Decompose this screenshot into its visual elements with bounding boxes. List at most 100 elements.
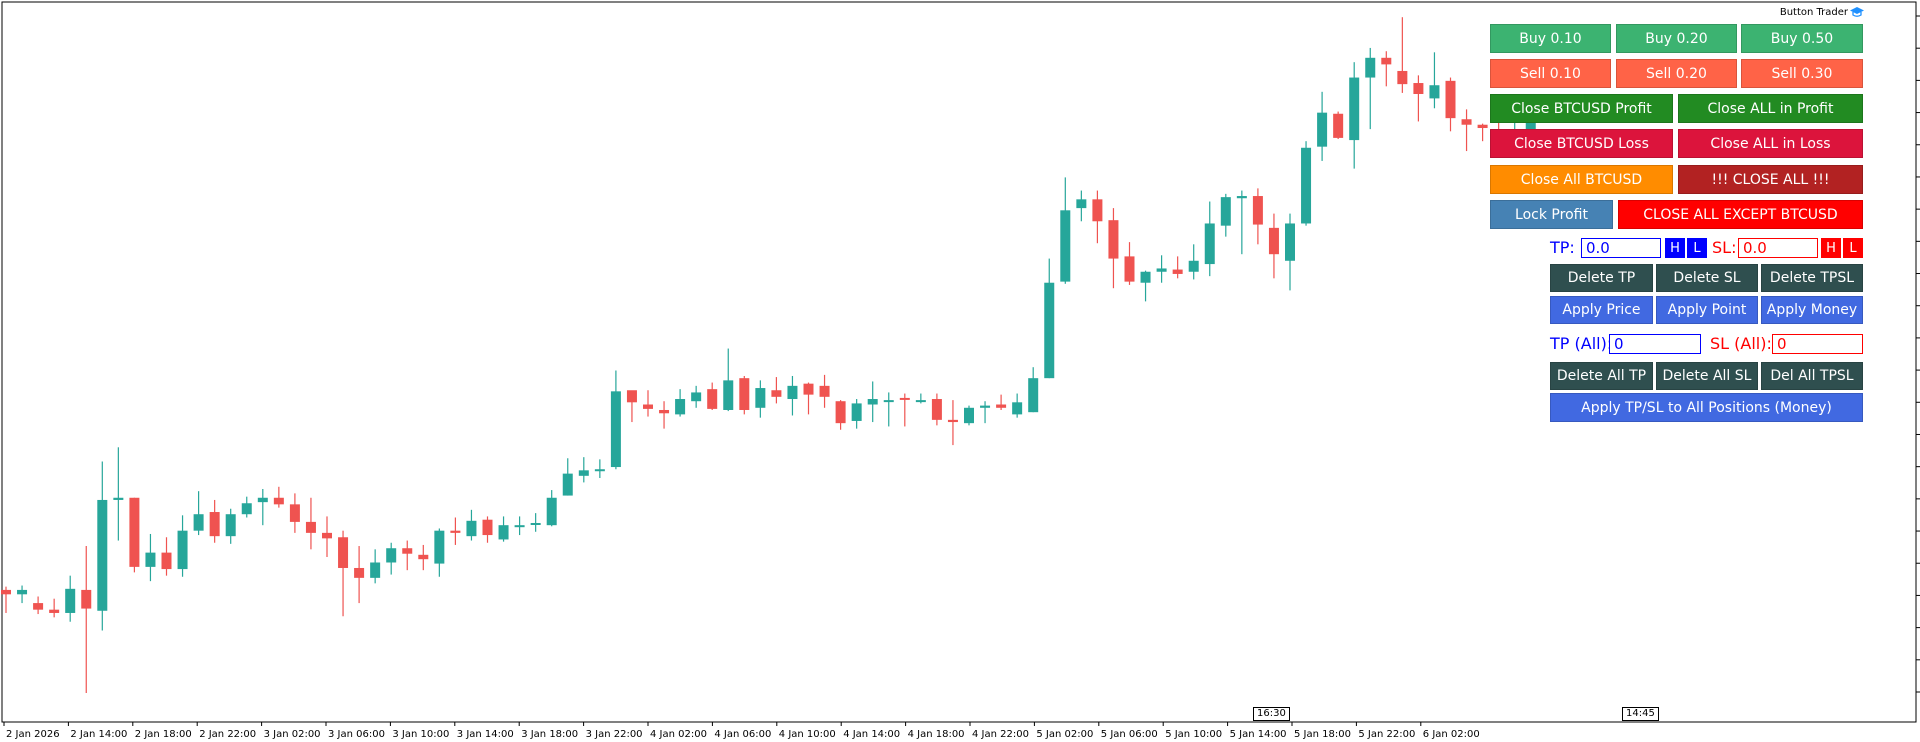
close-symbol-loss-button[interactable]: Close BTCUSD Loss [1490,129,1673,158]
panel-title: Button Trader [1779,7,1848,18]
candle-body [883,400,894,403]
candle-body [257,497,268,503]
close-symbol-profit-button[interactable]: Close BTCUSD Profit [1490,94,1673,123]
time-axis-label: 3 Jan 14:00 [457,729,514,740]
time-axis-label: 4 Jan 10:00 [779,729,836,740]
candle-body [1044,282,1055,379]
buy-button-0.20[interactable]: Buy 0.20 [1616,24,1737,53]
sl-label: SL: [1712,238,1737,257]
candle-body [835,401,846,424]
sl-all-input[interactable] [1772,334,1863,354]
tp-input[interactable] [1581,238,1661,258]
sl-l-button[interactable]: L [1843,238,1863,258]
candle-body [1285,223,1295,261]
del-all-tpsl-button[interactable]: Del All TPSL [1761,362,1863,390]
candle-body [899,397,910,400]
candle-body [755,388,766,408]
time-axis-label: 5 Jan 18:00 [1294,729,1351,740]
time-axis-label: 5 Jan 22:00 [1358,729,1415,740]
candle-body [1172,269,1183,274]
candle-body [338,537,349,568]
delete-all-tp-button[interactable]: Delete All TP [1550,362,1653,390]
close-all-profit-button[interactable]: Close ALL in Profit [1678,94,1863,123]
candle-body [915,400,926,403]
candle-body [996,404,1007,408]
candle-body [803,383,814,395]
candle-body [594,469,605,472]
candle-body [1268,227,1279,255]
delete-sl-button[interactable]: Delete SL [1656,264,1758,292]
close-all-loss-button[interactable]: Close ALL in Loss [1678,129,1863,158]
candle-body [17,589,28,595]
tp-label: TP: [1550,238,1575,257]
apply-tpsl-all-money-button[interactable]: Apply TP/SL to All Positions (Money) [1550,393,1863,422]
delete-all-sl-button[interactable]: Delete All SL [1656,362,1758,390]
delete-tp-button[interactable]: Delete TP [1550,264,1653,292]
candle-body [161,552,172,570]
apply-price-button[interactable]: Apply Price [1550,296,1653,324]
candle-body [723,380,734,410]
candle-body [514,525,525,528]
candle-body [370,562,381,578]
time-axis-label: 5 Jan 06:00 [1101,729,1158,740]
candle-body [530,522,541,525]
candle-body [482,519,493,536]
time-axis-label: 2 Jan 2026 [6,729,60,740]
time-axis-label: 5 Jan 14:00 [1230,729,1287,740]
buy-button-0.10[interactable]: Buy 0.10 [1490,24,1611,53]
apply-money-button[interactable]: Apply Money [1761,296,1863,324]
delete-tpsl-button[interactable]: Delete TPSL [1761,264,1863,292]
candle-body [434,530,445,564]
tp-h-button[interactable]: H [1665,238,1685,258]
sell-button-0.30[interactable]: Sell 0.30 [1741,59,1863,88]
apply-point-button[interactable]: Apply Point [1656,296,1758,324]
time-axis-label: 2 Jan 18:00 [135,729,192,740]
time-axis-label: 3 Jan 06:00 [328,729,385,740]
candle-body [1140,271,1151,283]
candle-body [1429,85,1440,99]
candle-body [562,473,573,496]
tp-l-button[interactable]: L [1687,238,1707,258]
candle-body [450,530,461,533]
candle-body [1204,223,1215,265]
sl-input[interactable] [1738,238,1818,258]
candle-body [739,378,750,410]
time-axis-label: 3 Jan 02:00 [264,729,321,740]
sl-h-button[interactable]: H [1821,238,1841,258]
close-all-symbol-button[interactable]: Close All BTCUSD [1490,165,1673,194]
sell-button-0.10[interactable]: Sell 0.10 [1490,59,1611,88]
time-axis-label: 2 Jan 22:00 [199,729,256,740]
candle-body [273,497,284,505]
time-axis-label: 6 Jan 02:00 [1423,729,1480,740]
tp-all-label: TP (All): [1550,334,1613,353]
time-axis-label: 3 Jan 22:00 [586,729,643,740]
time-axis-label: 5 Jan 10:00 [1165,729,1222,740]
candle-body [1317,112,1328,147]
candle-body [819,385,830,397]
candle-body [546,497,557,526]
candle-body [947,419,958,423]
candle-body [1028,378,1039,413]
candle-body [691,392,702,402]
candle-body [675,399,686,415]
buy-button-0.50[interactable]: Buy 0.50 [1741,24,1863,53]
candle-body [81,589,92,609]
tp-all-input[interactable] [1609,334,1701,354]
candle-body [659,409,670,414]
close-all-except-button[interactable]: CLOSE ALL EXCEPT BTCUSD [1618,200,1863,229]
lock-profit-button[interactable]: Lock Profit [1490,200,1613,229]
candle-body [97,499,108,611]
candle-body [1076,199,1087,209]
candle-body [1477,124,1488,129]
candle-body [867,399,878,405]
candle-body [49,609,60,613]
sell-button-0.20[interactable]: Sell 0.20 [1616,59,1737,88]
candle-body [787,385,798,400]
candle-body [65,588,76,613]
time-axis-label: 4 Jan 14:00 [843,729,900,740]
close-all-button[interactable]: !!! CLOSE ALL !!! [1678,165,1863,194]
candle-body [1301,147,1312,224]
candle-body [1365,57,1376,78]
